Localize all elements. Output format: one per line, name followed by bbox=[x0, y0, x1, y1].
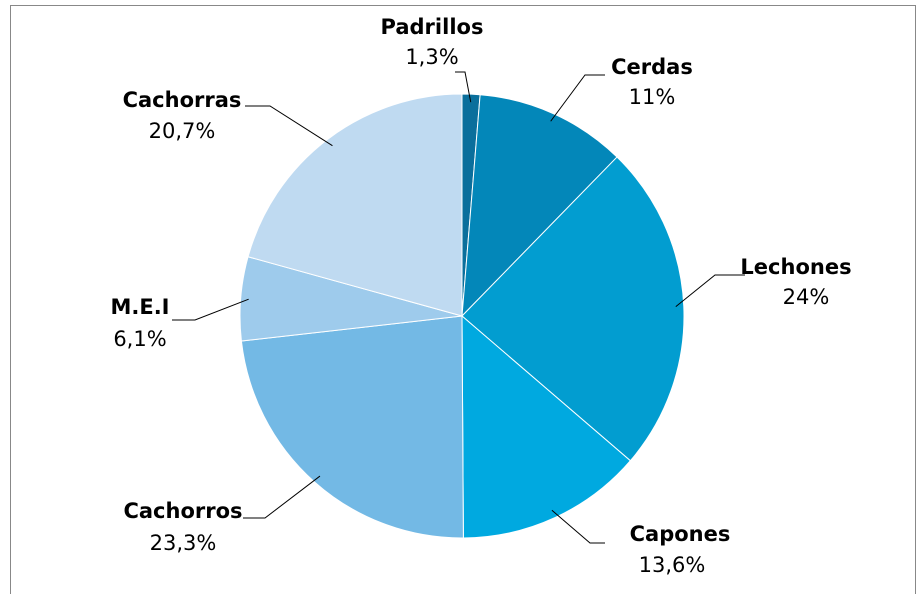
pie-slice bbox=[461, 94, 618, 318]
pie-slice bbox=[461, 156, 685, 462]
slice-name: Cerdas bbox=[611, 55, 693, 79]
slice-value: 11% bbox=[629, 85, 676, 109]
slice-name: Cachorras bbox=[123, 88, 242, 112]
leader-line bbox=[245, 105, 333, 147]
slice-value: 23,3% bbox=[150, 531, 217, 555]
slice-name: Padrillos bbox=[381, 15, 484, 39]
slice-value: 1,3% bbox=[405, 45, 458, 69]
leader-line bbox=[675, 274, 745, 307]
leader-line bbox=[172, 298, 249, 321]
pie-slice bbox=[461, 314, 632, 539]
slice-value: 20,7% bbox=[149, 119, 216, 143]
leader-line bbox=[243, 475, 321, 519]
slice-name: M.E.I bbox=[110, 295, 169, 319]
leader-line bbox=[455, 71, 472, 103]
pie-slice bbox=[240, 315, 464, 539]
slice-value: 6,1% bbox=[113, 327, 166, 351]
leader-line bbox=[551, 509, 605, 544]
pie-slice bbox=[247, 93, 463, 317]
slice-name: Cachorros bbox=[123, 499, 242, 523]
slice-name: Capones bbox=[630, 522, 731, 546]
slice-value: 13,6% bbox=[639, 553, 706, 577]
slice-name: Lechones bbox=[740, 255, 851, 279]
leader-line bbox=[550, 74, 605, 122]
slice-value: 24% bbox=[783, 285, 830, 309]
